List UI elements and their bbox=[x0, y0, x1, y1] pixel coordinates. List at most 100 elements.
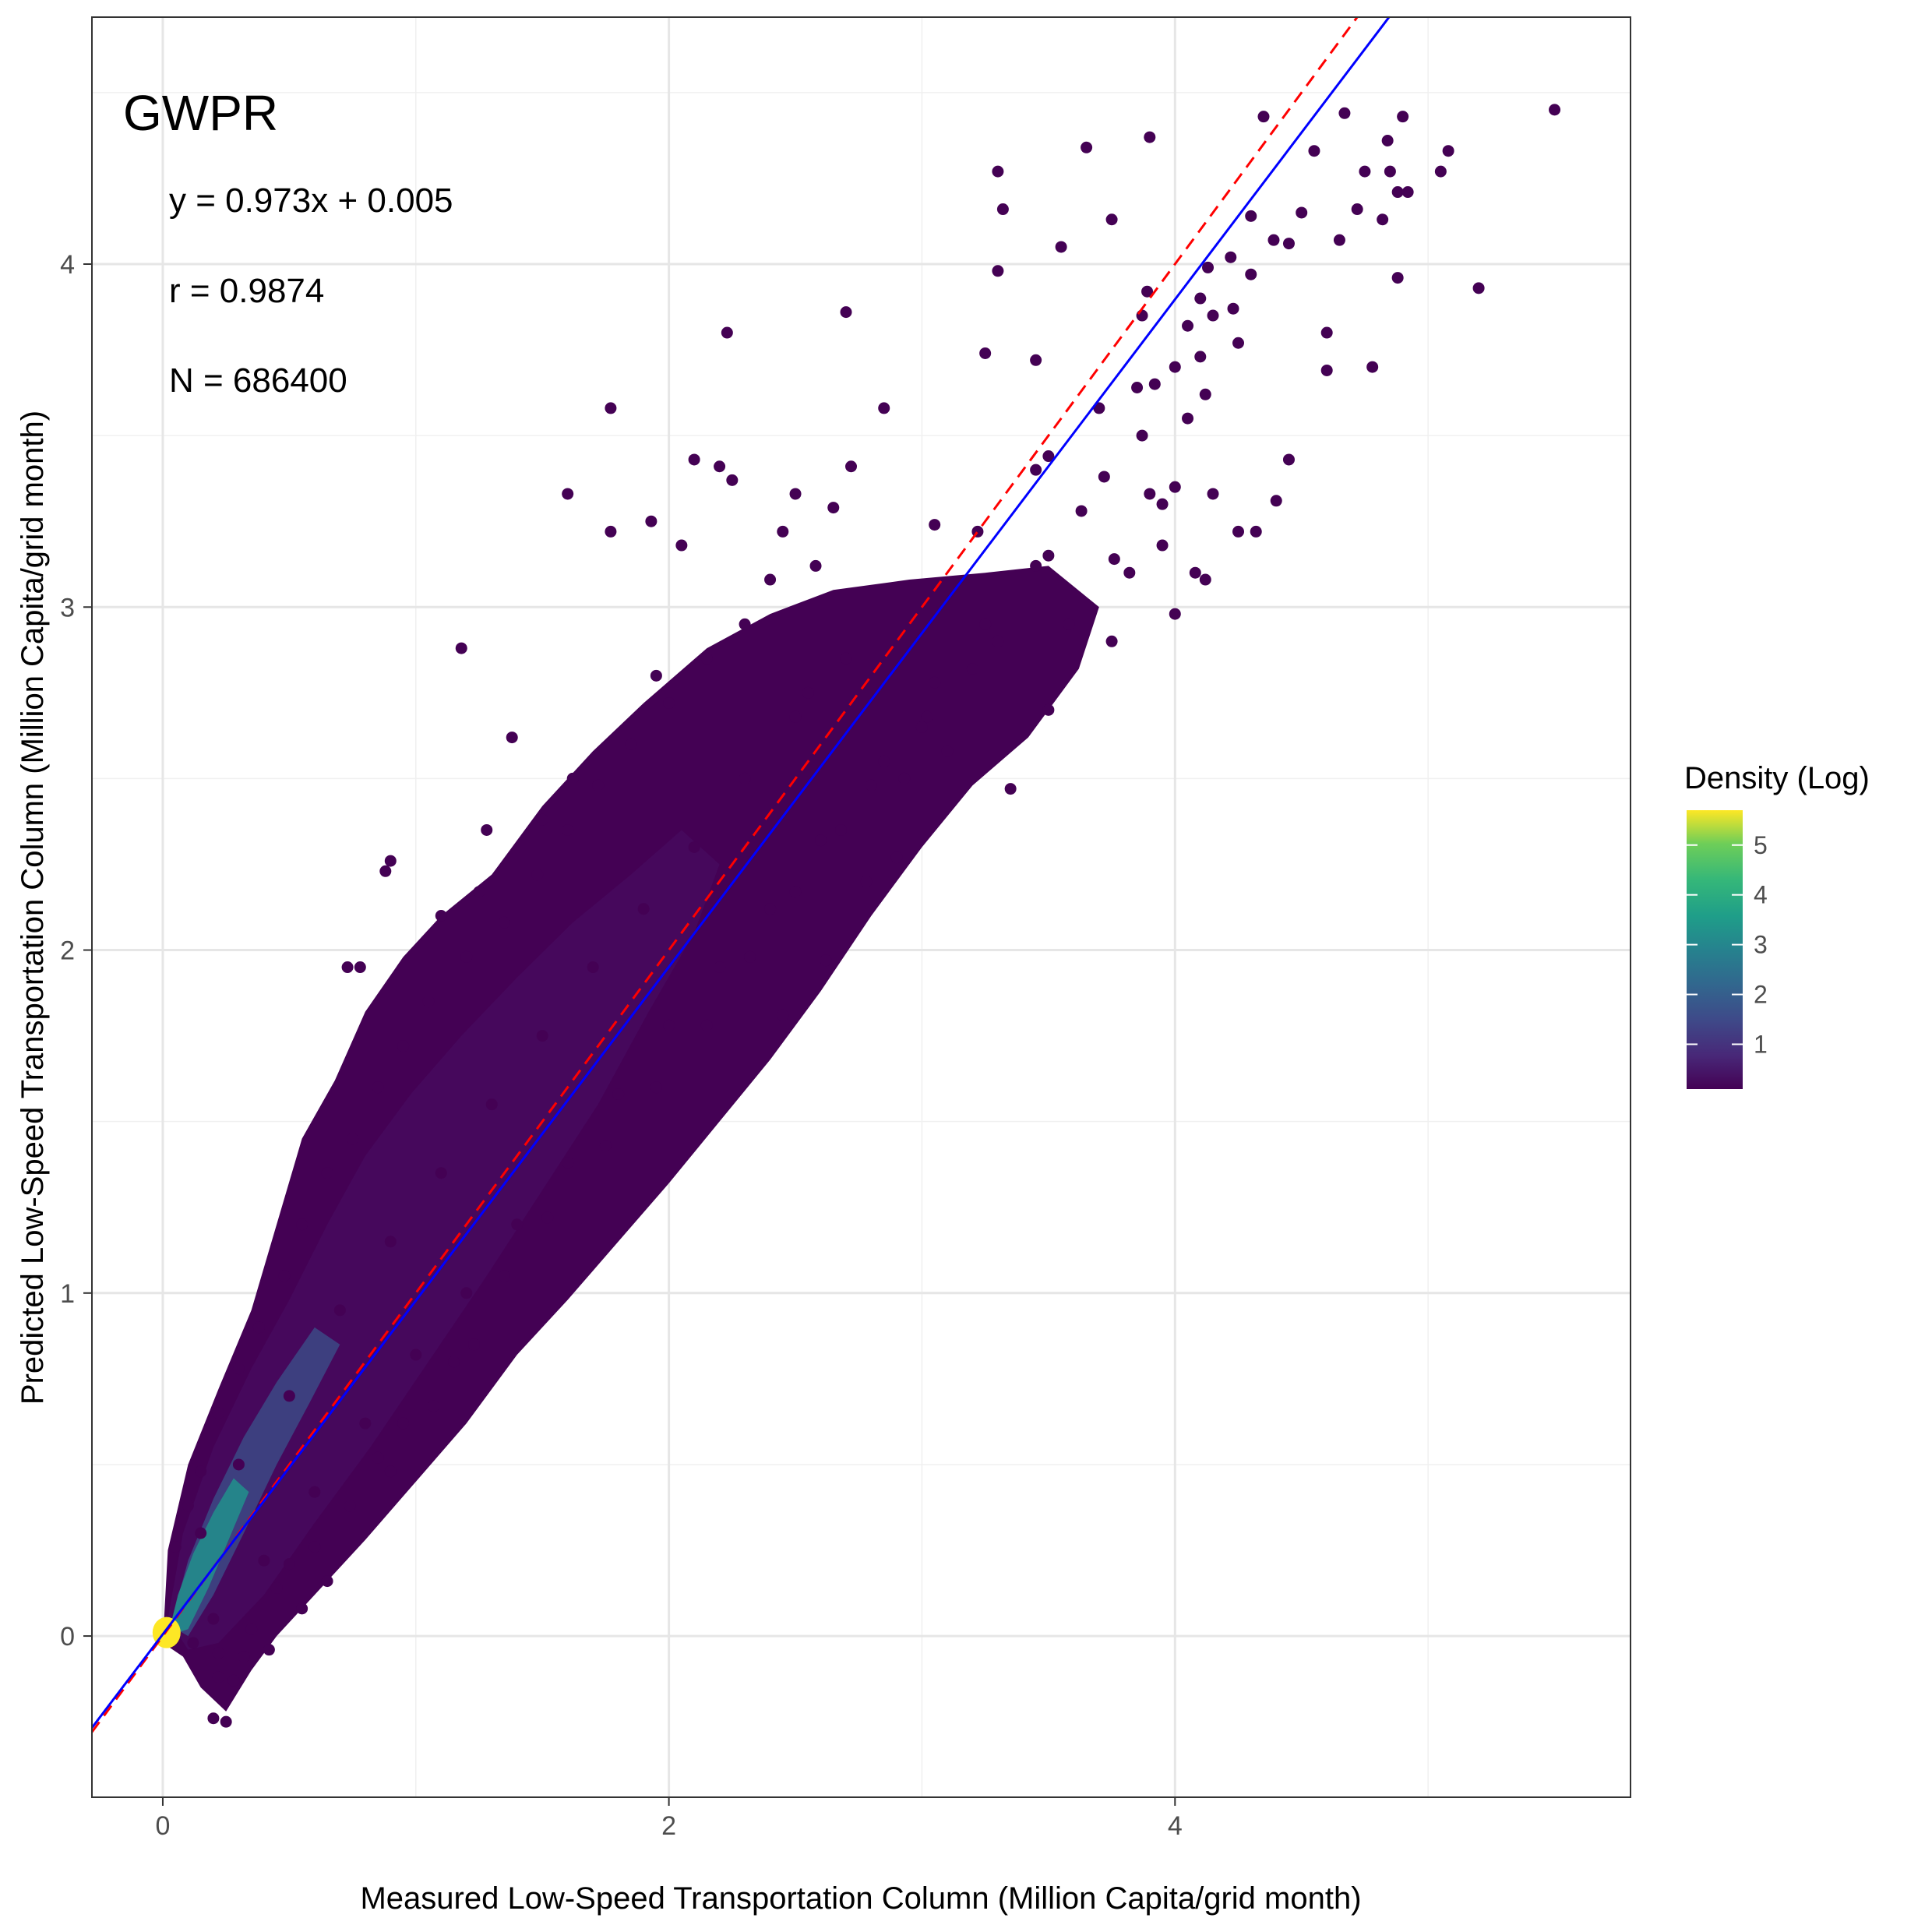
data-point bbox=[506, 732, 518, 744]
data-point bbox=[354, 961, 366, 974]
data-point bbox=[865, 779, 877, 791]
data-point bbox=[1434, 165, 1447, 178]
data-point bbox=[1391, 272, 1404, 284]
data-point bbox=[1207, 309, 1219, 322]
data-point bbox=[435, 1167, 447, 1179]
colorbar-tick-label: 1 bbox=[1754, 1030, 1768, 1058]
data-point bbox=[1333, 234, 1345, 246]
data-point bbox=[232, 1458, 245, 1471]
data-point bbox=[341, 961, 354, 974]
data-point bbox=[878, 402, 890, 414]
data-point bbox=[536, 813, 548, 826]
data-point bbox=[344, 1500, 356, 1512]
data-point bbox=[1042, 703, 1055, 716]
data-point bbox=[650, 669, 662, 682]
data-point bbox=[587, 961, 599, 974]
data-point bbox=[283, 1558, 295, 1571]
data-point bbox=[384, 855, 397, 867]
data-point bbox=[238, 1650, 250, 1662]
data-point bbox=[541, 1211, 554, 1224]
identity-line bbox=[92, 17, 1359, 1733]
data-point bbox=[182, 1500, 194, 1512]
data-point bbox=[1351, 203, 1363, 216]
data-point bbox=[187, 1637, 199, 1649]
data-point bbox=[992, 635, 1004, 647]
data-point bbox=[212, 1647, 224, 1659]
data-point bbox=[1194, 292, 1207, 305]
data-point bbox=[1098, 471, 1110, 483]
data-point bbox=[379, 865, 392, 877]
data-point bbox=[384, 1236, 397, 1248]
data-point bbox=[384, 1465, 397, 1478]
data-point bbox=[485, 1098, 498, 1111]
data-point bbox=[207, 1712, 220, 1725]
data-point bbox=[1063, 618, 1075, 630]
data-point bbox=[675, 539, 688, 552]
data-point bbox=[645, 515, 658, 527]
data-point bbox=[915, 721, 928, 733]
data-point bbox=[321, 1575, 333, 1588]
data-point bbox=[1169, 481, 1181, 493]
data-point bbox=[1042, 450, 1055, 463]
data-point bbox=[1004, 783, 1017, 795]
density-cloud-outer bbox=[162, 566, 1099, 1712]
colorbar-tick-label: 2 bbox=[1754, 981, 1768, 1009]
data-point bbox=[562, 1157, 574, 1169]
data-point bbox=[878, 755, 890, 767]
data-point bbox=[1182, 412, 1194, 425]
data-point bbox=[1270, 495, 1282, 507]
data-point bbox=[1182, 319, 1194, 332]
density-cloud-core bbox=[167, 1478, 249, 1637]
data-point bbox=[809, 559, 822, 572]
y-tick-label: 1 bbox=[60, 1279, 75, 1309]
n-label: N = 686400 bbox=[169, 361, 347, 400]
colorbar-title: Density (Log) bbox=[1684, 761, 1870, 795]
data-point bbox=[1207, 488, 1219, 500]
data-point bbox=[860, 875, 873, 887]
data-point bbox=[1245, 268, 1257, 280]
data-point bbox=[372, 1081, 384, 1094]
data-point bbox=[1320, 326, 1333, 339]
data-point bbox=[1169, 608, 1181, 620]
scatter-points bbox=[169, 104, 1561, 1728]
data-point bbox=[1123, 566, 1136, 579]
equation-label: y = 0.973x + 0.005 bbox=[169, 182, 453, 220]
colorbar-tick-label: 3 bbox=[1754, 931, 1768, 959]
x-tick-label: 0 bbox=[155, 1811, 170, 1841]
data-point bbox=[739, 618, 751, 630]
colorbar-ticks: 1 2 3 4 5 bbox=[1687, 831, 1768, 1058]
data-point bbox=[820, 954, 832, 967]
colorbar-tick-label: 5 bbox=[1754, 831, 1768, 859]
data-point bbox=[1227, 302, 1239, 315]
data-point bbox=[1081, 141, 1093, 153]
x-axis-ticks: 0 2 4 bbox=[155, 1797, 1183, 1841]
data-point bbox=[663, 697, 675, 710]
data-point bbox=[966, 663, 978, 675]
data-point bbox=[1381, 134, 1394, 146]
data-point bbox=[1199, 388, 1211, 400]
data-point bbox=[1144, 488, 1156, 500]
data-point bbox=[777, 525, 789, 538]
data-point bbox=[1156, 498, 1169, 510]
data-point bbox=[1108, 553, 1120, 566]
data-point bbox=[498, 1270, 510, 1282]
data-point bbox=[700, 1019, 713, 1031]
data-point bbox=[1401, 186, 1414, 199]
data-point bbox=[845, 460, 858, 473]
data-point bbox=[1189, 566, 1201, 579]
data-point bbox=[1131, 381, 1144, 393]
data-point bbox=[536, 1030, 548, 1042]
data-point bbox=[258, 1554, 270, 1567]
data-point bbox=[840, 652, 852, 665]
data-point bbox=[1384, 165, 1396, 178]
data-point bbox=[663, 1019, 675, 1031]
data-point bbox=[263, 1644, 275, 1656]
data-point bbox=[1366, 361, 1379, 373]
data-point bbox=[1144, 131, 1156, 143]
data-point bbox=[1105, 213, 1118, 226]
data-point bbox=[1245, 210, 1257, 222]
y-tick-label: 0 bbox=[60, 1622, 75, 1652]
data-point bbox=[283, 1390, 295, 1402]
data-point bbox=[566, 772, 579, 784]
data-point bbox=[498, 916, 510, 929]
